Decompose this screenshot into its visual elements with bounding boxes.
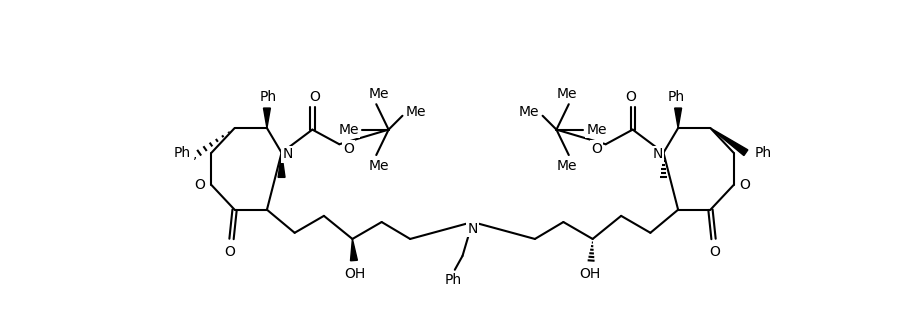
Text: O: O [195,178,206,192]
Polygon shape [278,153,285,177]
Text: O: O [739,178,751,192]
Text: Ph: Ph [668,90,685,104]
Text: Me: Me [586,123,607,137]
Text: Me: Me [556,159,577,173]
Text: Me: Me [338,123,359,137]
Text: O: O [710,245,720,259]
Text: Ph: Ph [173,146,191,160]
Text: O: O [225,245,235,259]
Text: Ph: Ph [754,146,772,160]
Text: N: N [282,147,293,161]
Text: ,: , [193,147,197,161]
Text: Me: Me [368,159,389,173]
Text: Me: Me [368,87,389,101]
Text: O: O [343,142,354,156]
Text: Me: Me [518,105,539,119]
Text: OH: OH [344,267,365,281]
Text: Me: Me [406,105,427,119]
Text: Ph: Ph [444,273,462,287]
Polygon shape [264,108,270,128]
Text: O: O [591,142,602,156]
Text: N: N [467,222,478,236]
Polygon shape [711,128,748,156]
Polygon shape [675,108,681,128]
Polygon shape [350,239,358,261]
Text: Ph: Ph [260,90,277,104]
Text: O: O [309,89,320,103]
Text: O: O [625,89,636,103]
Text: OH: OH [580,267,601,281]
Text: Me: Me [556,87,577,101]
Text: N: N [652,147,663,161]
